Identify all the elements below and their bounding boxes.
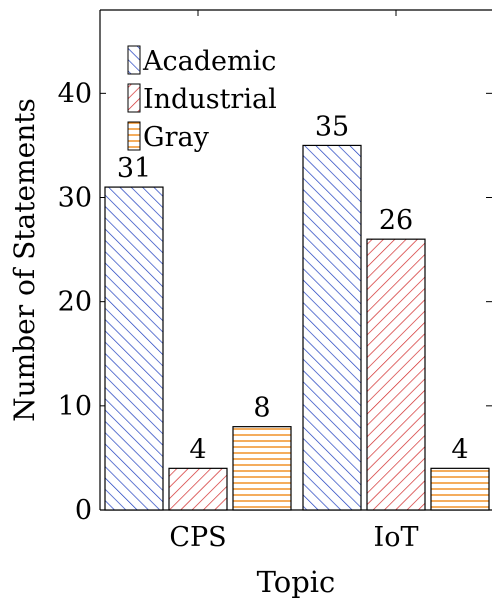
y-axis-ticks: 0 10 20 30 40	[58, 78, 492, 526]
legend-label: Industrial	[143, 84, 277, 115]
y-axis-label: Number of Statements	[8, 98, 41, 422]
x-tick-label: IoT	[374, 522, 419, 553]
x-tick-label: CPS	[169, 522, 226, 553]
legend: Academic Industrial Gray	[127, 45, 277, 153]
bar-academic-cps	[104, 186, 164, 511]
bar-academic-iot	[302, 144, 362, 511]
y-tick-label: 30	[58, 183, 92, 214]
bar-value-label: 4	[451, 434, 468, 465]
bars	[104, 144, 490, 511]
bar-industrial-cps	[168, 467, 228, 511]
x-axis-label: Topic	[257, 565, 336, 599]
y-tick-label: 10	[58, 391, 92, 422]
bar-value-label: 31	[117, 153, 151, 184]
bar-gray-iot	[430, 467, 490, 511]
bar-value-label: 8	[253, 393, 270, 424]
x-axis-ticks: CPS IoT	[169, 10, 418, 553]
legend-swatch-gray	[127, 121, 141, 151]
legend-label: Academic	[142, 46, 276, 77]
bar-value-label: 26	[379, 205, 413, 236]
bar-value-label: 4	[189, 434, 206, 465]
y-tick-label: 40	[58, 78, 92, 109]
legend-label: Gray	[143, 122, 210, 153]
legend-swatch-academic	[127, 45, 141, 75]
bar-value-label: 35	[315, 111, 349, 142]
bar-industrial-iot	[366, 238, 426, 511]
y-tick-label: 0	[75, 495, 92, 526]
y-tick-label: 20	[58, 287, 92, 318]
bar-value-labels: 31 35 4 26 8 4	[117, 111, 469, 465]
legend-swatch-industrial	[127, 83, 141, 113]
bar-gray-cps	[232, 426, 292, 511]
